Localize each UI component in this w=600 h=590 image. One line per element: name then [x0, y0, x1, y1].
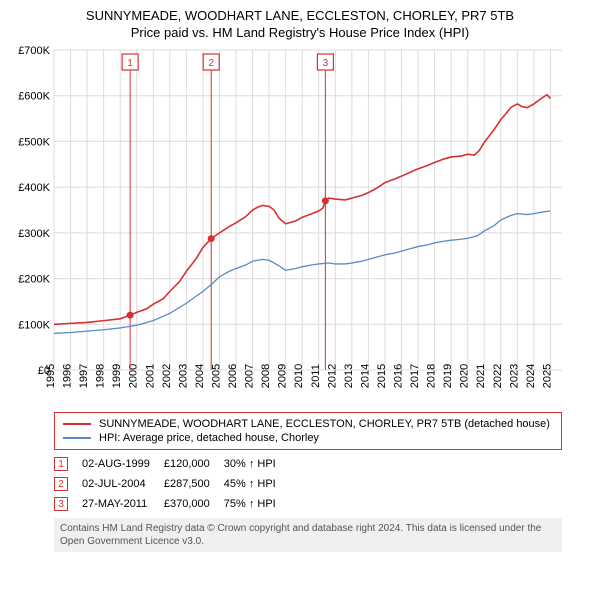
chart-marker: 3 — [323, 58, 329, 69]
x-tick-label: 2012 — [326, 364, 338, 388]
event-marker: 3 — [54, 497, 68, 511]
x-tick-label: 2016 — [392, 364, 404, 388]
event-delta: 45% ↑ HPI — [224, 474, 290, 494]
y-tick-label: £700K — [18, 46, 50, 57]
x-tick-label: 2023 — [508, 364, 520, 388]
page: SUNNYMEADE, WOODHART LANE, ECCLESTON, CH… — [0, 0, 600, 558]
x-tick-label: 2006 — [227, 364, 239, 388]
x-tick-label: 2008 — [260, 364, 272, 388]
event-price: £120,000 — [164, 454, 224, 474]
y-tick-label: £300K — [18, 228, 50, 240]
y-tick-label: £400K — [18, 182, 50, 194]
chart: 1995199619971998199920002001200220032004… — [10, 46, 590, 406]
x-tick-label: 2019 — [442, 364, 454, 388]
x-tick-label: 2021 — [475, 364, 487, 388]
x-tick-label: 2014 — [359, 364, 371, 388]
x-tick-label: 1996 — [62, 364, 74, 388]
y-tick-label: £500K — [18, 136, 50, 148]
legend-item: HPI: Average price, detached house, Chor… — [63, 431, 553, 445]
x-tick-label: 2001 — [144, 364, 156, 388]
title-line-1: SUNNYMEADE, WOODHART LANE, ECCLESTON, CH… — [10, 8, 590, 23]
x-tick-label: 2003 — [177, 364, 189, 388]
x-tick-label: 1999 — [111, 364, 123, 388]
legend-label: SUNNYMEADE, WOODHART LANE, ECCLESTON, CH… — [99, 418, 550, 430]
x-tick-label: 2007 — [244, 364, 256, 388]
y-tick-label: £100K — [18, 319, 50, 331]
legend-swatch — [63, 423, 91, 425]
event-row: 3 27-MAY-2011£370,00075% ↑ HPI — [54, 494, 290, 514]
event-date: 02-AUG-1999 — [82, 454, 164, 474]
legend: SUNNYMEADE, WOODHART LANE, ECCLESTON, CH… — [54, 412, 562, 450]
x-tick-label: 2000 — [128, 364, 140, 388]
x-tick-label: 2018 — [426, 364, 438, 388]
x-tick-label: 2009 — [277, 364, 289, 388]
event-delta: 75% ↑ HPI — [224, 494, 290, 514]
x-tick-label: 2022 — [492, 364, 504, 388]
x-tick-label: 2004 — [194, 364, 206, 388]
events-table: 1 02-AUG-1999£120,00030% ↑ HPI 2 02-JUL-200… — [54, 454, 290, 514]
event-row: 1 02-AUG-1999£120,00030% ↑ HPI — [54, 454, 290, 474]
chart-marker: 1 — [127, 58, 133, 69]
event-marker: 1 — [54, 457, 68, 471]
x-tick-label: 2015 — [376, 364, 388, 388]
x-tick-label: 1998 — [95, 364, 107, 388]
y-tick-label: £600K — [18, 91, 50, 103]
event-row: 2 02-JUL-2004£287,50045% ↑ HPI — [54, 474, 290, 494]
legend-swatch — [63, 437, 91, 439]
x-tick-label: 2024 — [525, 364, 537, 388]
x-tick-label: 2011 — [310, 364, 322, 388]
x-tick-label: 2020 — [459, 364, 471, 388]
event-delta: 30% ↑ HPI — [224, 454, 290, 474]
x-tick-label: 2010 — [293, 364, 305, 388]
title-line-2: Price paid vs. HM Land Registry's House … — [10, 25, 590, 40]
x-tick-label: 2002 — [161, 364, 173, 388]
event-price: £370,000 — [164, 494, 224, 514]
chart-marker: 2 — [208, 58, 214, 69]
attribution: Contains HM Land Registry data © Crown c… — [54, 518, 562, 552]
x-tick-label: 2005 — [210, 364, 222, 388]
chart-svg: 1995199619971998199920002001200220032004… — [10, 46, 590, 406]
chart-title: SUNNYMEADE, WOODHART LANE, ECCLESTON, CH… — [10, 8, 590, 40]
event-price: £287,500 — [164, 474, 224, 494]
y-tick-label: £0 — [38, 365, 50, 377]
x-tick-label: 2025 — [541, 364, 553, 388]
event-marker: 2 — [54, 477, 68, 491]
x-tick-label: 2013 — [343, 364, 355, 388]
x-tick-label: 1997 — [78, 364, 90, 388]
legend-label: HPI: Average price, detached house, Chor… — [99, 432, 319, 444]
event-date: 02-JUL-2004 — [82, 474, 164, 494]
y-tick-label: £200K — [18, 274, 50, 286]
event-date: 27-MAY-2011 — [82, 494, 164, 514]
legend-item: SUNNYMEADE, WOODHART LANE, ECCLESTON, CH… — [63, 417, 553, 431]
x-tick-label: 2017 — [409, 364, 421, 388]
